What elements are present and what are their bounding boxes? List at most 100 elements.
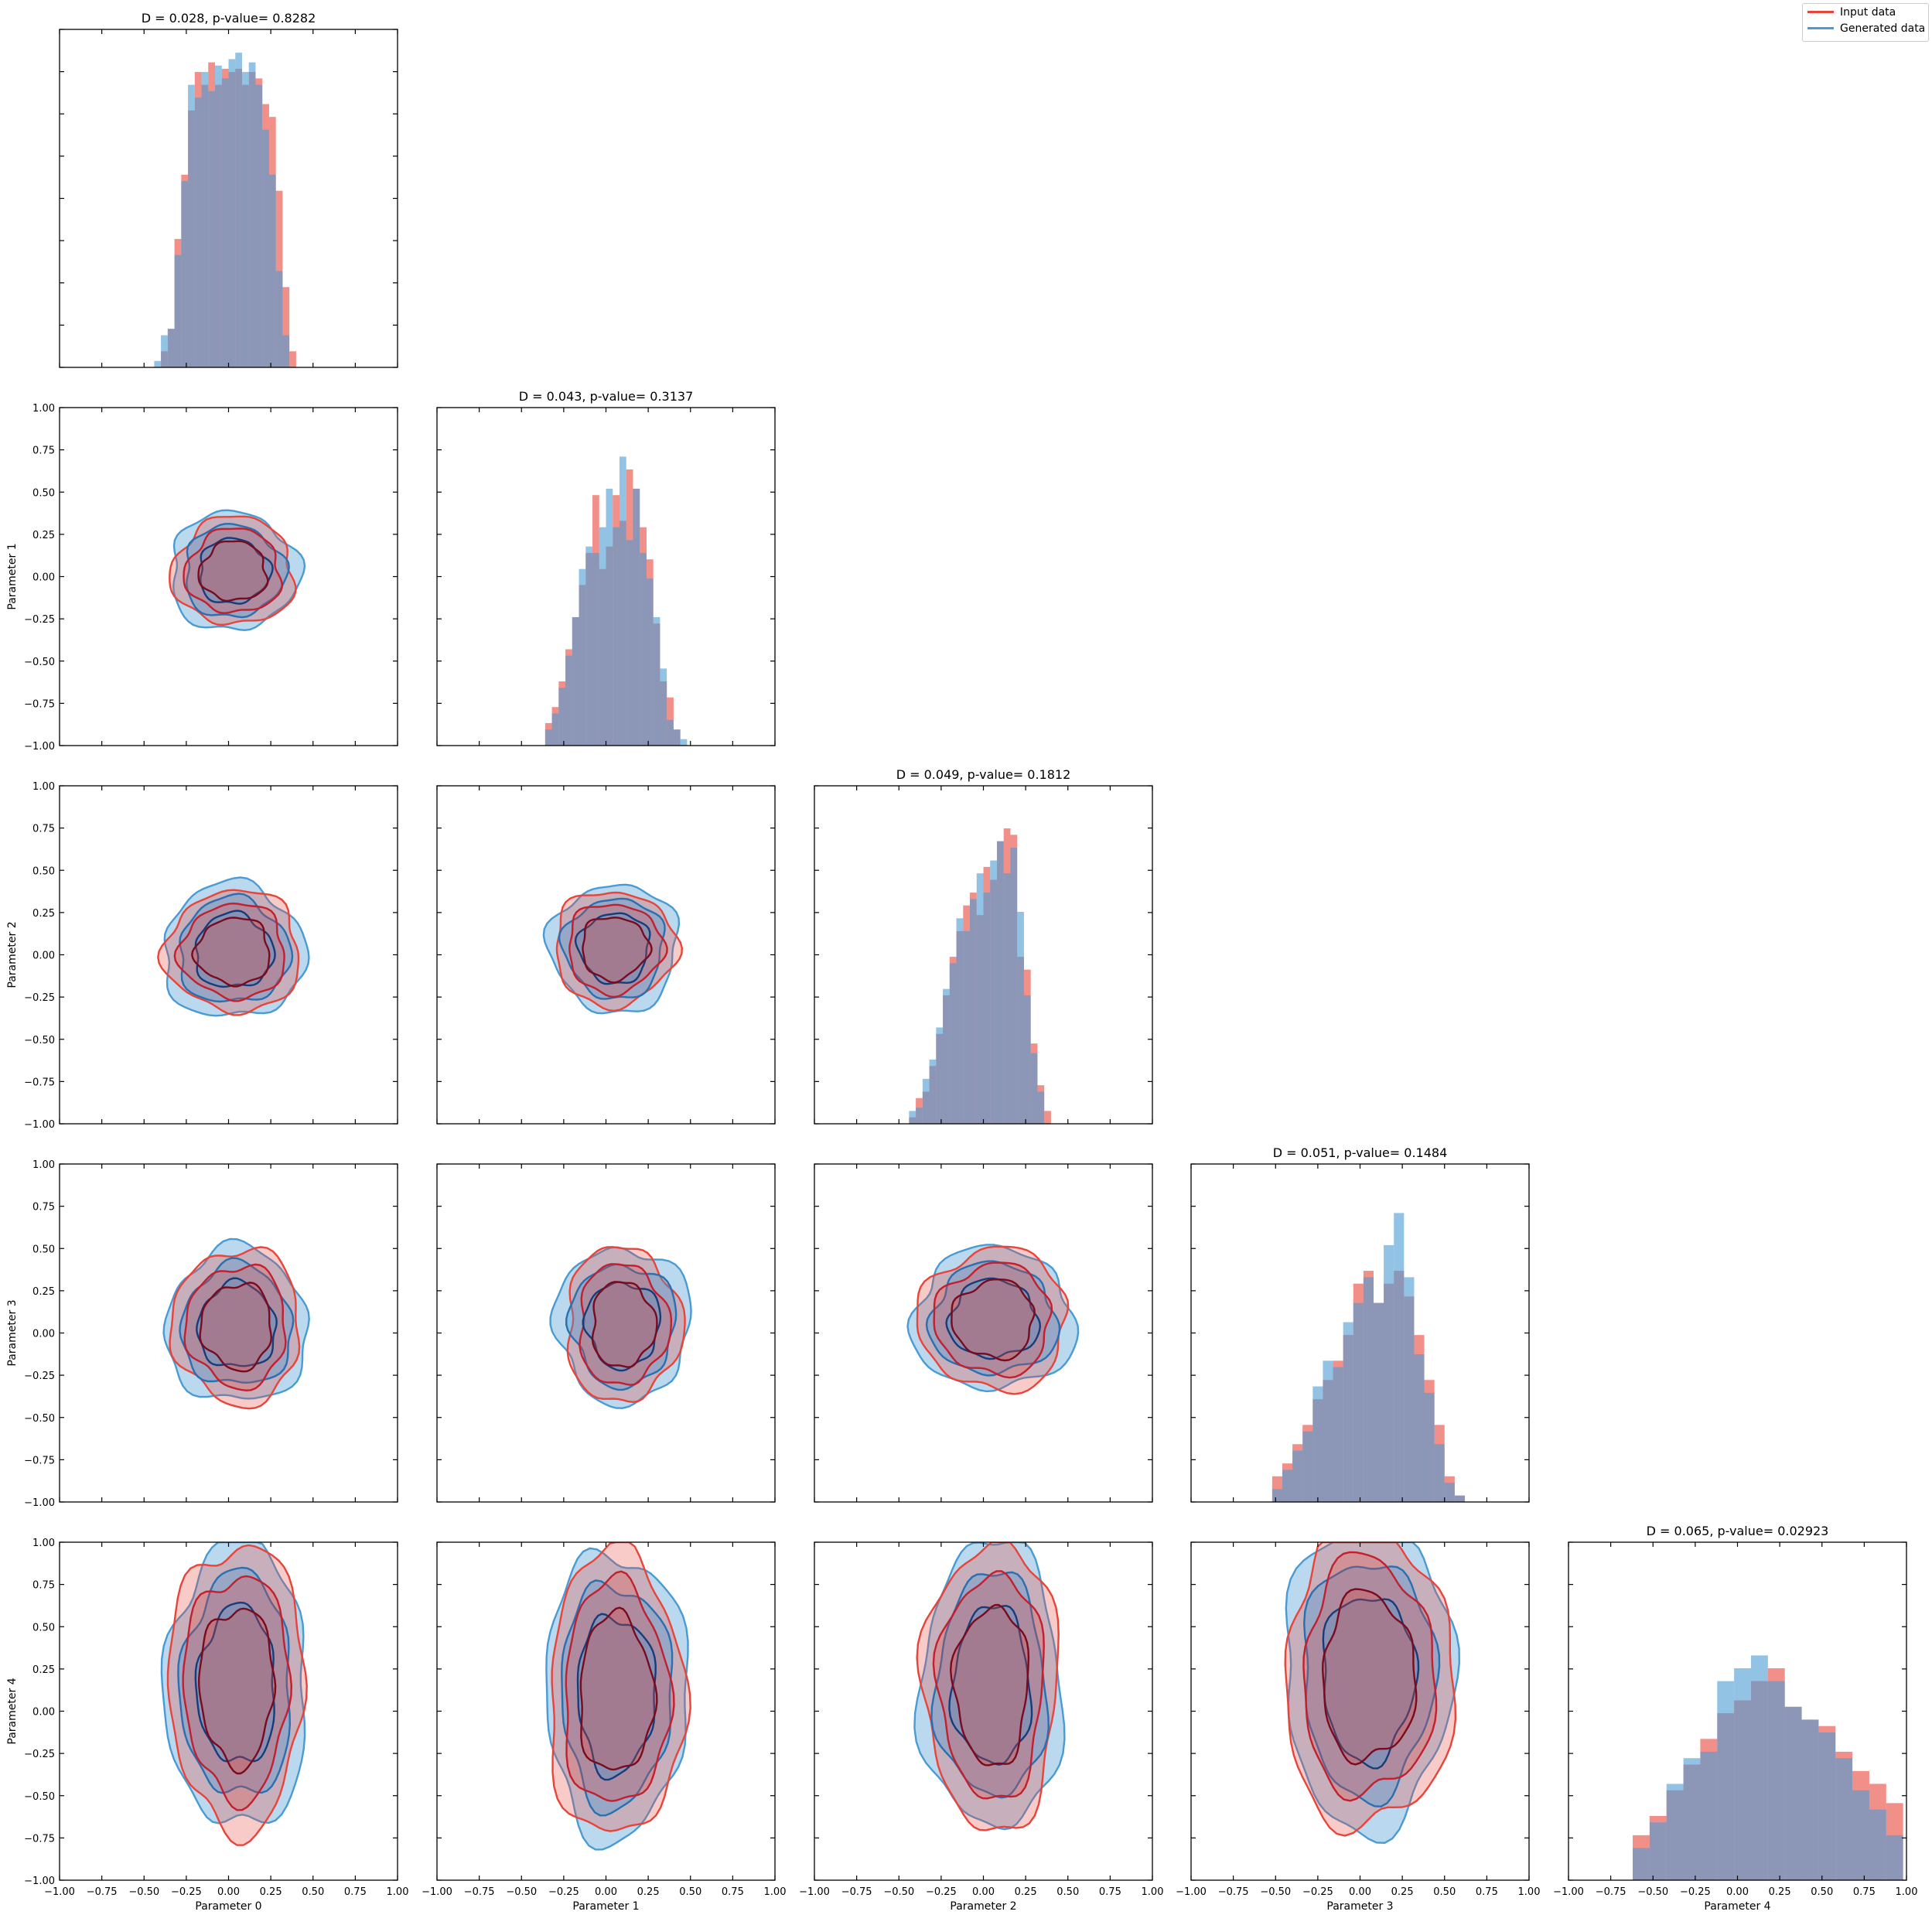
- x-tick-label: −0.50: [128, 1886, 159, 1898]
- y-tick-label: −0.50: [24, 1035, 55, 1046]
- contour-generated-inner: [945, 1277, 1042, 1360]
- x-tick-label: 0.00: [595, 1886, 617, 1898]
- panel-background: [814, 1164, 1152, 1502]
- histogram-title-3: D = 0.051, p-value= 0.1484: [1273, 1145, 1448, 1160]
- hist-bar-generated: [1767, 1681, 1785, 1880]
- y-tick-label: −0.25: [24, 614, 55, 626]
- panel-content: [157, 876, 310, 1017]
- panel-content: [160, 1542, 308, 1846]
- y-tick-label: 0.75: [32, 824, 55, 835]
- legend-label-input: Input data: [1840, 5, 1896, 19]
- hist-bar-generated: [633, 488, 640, 746]
- hist-bar-generated: [235, 53, 242, 367]
- hist-bar-generated: [943, 988, 950, 1124]
- legend-entry-input: Input data: [1803, 4, 1928, 20]
- y-tick-label: −0.75: [24, 698, 55, 710]
- x-tick-label: 0.50: [679, 1886, 701, 1898]
- hist-bar-generated: [544, 729, 552, 746]
- hist-bar-input: [1044, 1111, 1051, 1124]
- hist-bar-generated: [194, 97, 202, 367]
- ticks-3-0: [59, 1163, 398, 1503]
- hist-bar-generated: [262, 129, 269, 367]
- hist-bar-generated: [1384, 1244, 1394, 1502]
- x-tick-label: 0.50: [302, 1886, 324, 1898]
- hist-bar-generated: [208, 90, 216, 367]
- y-tick-label: 0.50: [32, 865, 55, 877]
- hist-bar-generated: [1394, 1213, 1405, 1502]
- x-tick-label: −0.25: [926, 1886, 957, 1898]
- panel-background: [60, 408, 398, 746]
- panel-3-2: [814, 1163, 1153, 1503]
- y-tick-label: 0.25: [32, 530, 55, 541]
- hist-bar-generated: [1323, 1360, 1333, 1502]
- hist-bar-generated: [1700, 1751, 1718, 1880]
- contour-input-middle: [183, 1263, 287, 1392]
- panel-2-1: [436, 785, 776, 1125]
- hist-bar-generated: [680, 739, 688, 746]
- contour-input-inner: [197, 540, 269, 602]
- hist-bar-generated: [1424, 1392, 1435, 1502]
- x-tick-label: −1.00: [1553, 1886, 1584, 1898]
- y-tick-label: 0.75: [32, 445, 55, 457]
- hist-bar-generated: [1023, 995, 1031, 1124]
- y-tick-label: 0.50: [32, 1244, 55, 1255]
- panel-background: [814, 1542, 1152, 1880]
- y-tick-label: 1.00: [32, 781, 55, 793]
- x-tick-label: 0.00: [1349, 1886, 1371, 1898]
- y-tick-label: 0.50: [32, 487, 55, 499]
- hist-bar-input: [289, 351, 296, 367]
- y-tick-label: 0.25: [32, 1664, 55, 1676]
- hist-bar-generated: [268, 174, 276, 367]
- hist-bar-generated: [1037, 1091, 1045, 1124]
- panel-content: [545, 1542, 691, 1851]
- x-tick-label: −0.25: [1680, 1886, 1711, 1898]
- x-tick-label: 1.00: [764, 1886, 787, 1898]
- contour-generated-inner: [194, 1601, 275, 1763]
- ticks-1-0: [59, 407, 398, 746]
- panel-content: [542, 883, 684, 1015]
- x-tick-label: 1.00: [1142, 1886, 1164, 1898]
- x-tick-label: −0.50: [883, 1886, 914, 1898]
- y-axis-label: Parameter 2: [6, 921, 19, 988]
- contour-input-inner: [949, 1603, 1030, 1766]
- panel-background: [437, 786, 775, 1124]
- hist-bar-generated: [248, 62, 256, 367]
- hist-bar-generated: [1302, 1431, 1313, 1502]
- hist-bar-generated: [551, 713, 559, 746]
- hist-bar-generated: [1404, 1277, 1415, 1502]
- hist-bar-generated: [963, 930, 971, 1124]
- hist-bar-generated: [1343, 1322, 1353, 1502]
- panel-1-1: [436, 407, 776, 746]
- x-tick-label: 0.50: [1433, 1886, 1456, 1898]
- hist-bar-generated: [936, 1027, 944, 1124]
- y-tick-label: −1.00: [24, 1119, 55, 1131]
- x-tick-label: 0.25: [1015, 1886, 1037, 1898]
- panel-background: [60, 1164, 398, 1502]
- contour-generated-inner: [582, 1281, 662, 1372]
- panel-content: [909, 828, 1051, 1124]
- y-tick-label: 0.00: [32, 572, 55, 584]
- hist-bar-generated: [228, 59, 236, 367]
- contour-input-outer: [1284, 1542, 1457, 1837]
- y-tick-label: 0.00: [32, 1707, 55, 1719]
- x-tick-label: −0.50: [1260, 1886, 1291, 1898]
- hist-bar-generated: [1784, 1706, 1802, 1880]
- y-tick-label: −0.25: [24, 992, 55, 1004]
- contour-generated-inner: [194, 910, 276, 988]
- hist-bar-generated: [1017, 912, 1024, 1124]
- hist-bar-generated: [996, 841, 1004, 1124]
- hist-bar-generated: [626, 540, 633, 746]
- hist-bar-generated: [1373, 1302, 1384, 1502]
- contour-generated-inner: [576, 1613, 657, 1781]
- panel-4-2: [814, 1541, 1153, 1881]
- y-tick-label: −0.75: [24, 1077, 55, 1088]
- hist-bar-generated: [1886, 1835, 1903, 1880]
- x-tick-label: −0.75: [464, 1886, 495, 1898]
- x-tick-label: −0.50: [1637, 1886, 1668, 1898]
- hist-bar-generated: [154, 360, 162, 367]
- x-tick-label: 0.25: [637, 1886, 660, 1898]
- y-tick-label: −1.00: [24, 1497, 55, 1509]
- panel-content: [549, 1246, 692, 1409]
- x-tick-label: 0.50: [1811, 1886, 1833, 1898]
- x-axis-label: Parameter 2: [950, 1900, 1016, 1913]
